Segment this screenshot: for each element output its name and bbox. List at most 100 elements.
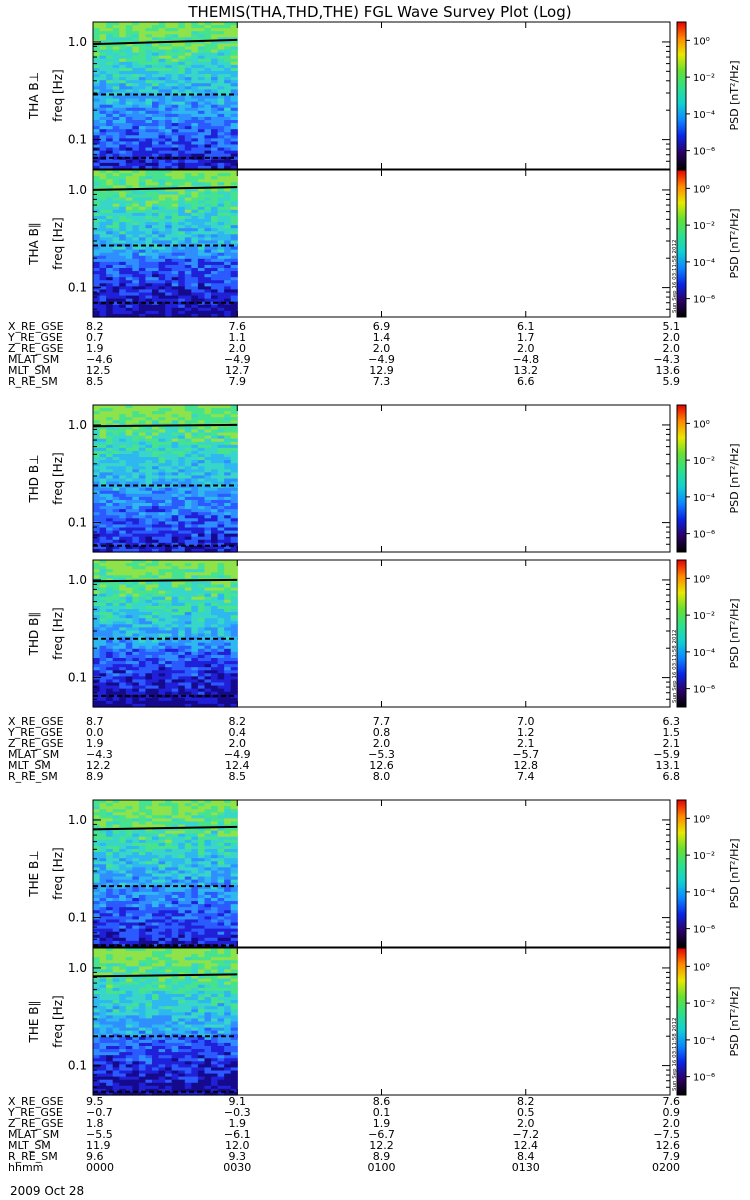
spectrogram-cell [145,839,153,844]
spectrogram-cell [119,222,127,226]
spectrogram-cell [112,648,120,653]
spectrogram-cell [119,509,127,513]
spectrogram-cell [217,849,225,853]
spectrogram-cell [224,858,232,862]
spectrogram-cell [165,463,173,467]
spectrogram-cell [132,803,140,807]
spectrogram-cell [217,612,225,616]
spectrogram-cell [145,120,153,124]
spectrogram-cell [125,215,133,220]
spectrogram-cell [112,490,120,495]
spectrogram-cell [224,527,232,532]
spectrogram-cell [145,206,153,211]
spectrogram-cell [178,417,186,421]
spectrogram-cell [152,812,160,816]
spectrogram-cell [132,493,140,498]
spectrogram-cell [106,447,114,452]
spectrogram-cell [132,809,140,813]
spectrogram-cell [138,95,147,100]
spectrogram-cell [152,231,160,235]
spectrogram-cell [125,670,133,674]
spectrogram-cell [93,153,101,158]
y-axis-label: freq [Hz] [51,452,65,504]
spectrogram-cell [125,593,133,598]
spectrogram-cell [132,215,140,220]
spectrogram-cell [204,639,212,644]
spectrogram-cell [132,191,140,196]
spectrogram-cell [165,833,173,838]
spectrogram-cell [158,411,166,415]
spectrogram-cell [204,95,212,100]
spectrogram-cell [125,249,133,254]
spectrogram-cell [145,845,153,850]
spectrogram-cell [211,162,219,167]
spectrogram-cell [93,165,101,170]
spectrogram-cell [132,821,140,826]
spectrogram-cell [171,295,179,300]
spectrogram-cell [197,581,206,586]
spectrogram-cell [138,633,147,638]
spectrogram-cell [132,126,140,130]
spectrogram-cell [230,450,238,455]
spectrogram-cell [119,165,127,170]
spectrogram-cell [165,292,173,297]
spectrogram-cell [106,222,114,226]
spectrogram-cell [125,624,133,628]
spectrogram-cell [224,536,232,541]
spectrogram-cell [112,280,120,284]
spectrogram-cell [230,116,238,121]
spectrogram-cell [158,441,166,446]
spectrogram-cell [158,228,166,232]
spectrogram-cell [191,469,199,473]
spectrogram-cell [112,219,120,223]
spectrogram-cell [171,700,179,705]
spectrogram-cell [132,839,140,844]
spectrogram-cell [93,116,101,121]
spectrogram-cell [184,503,192,507]
spectrogram-cell [106,642,114,647]
spectrogram-cell [204,581,212,586]
spectrogram-cell [211,150,219,155]
spectrogram-cell [211,264,219,269]
spectrogram-cell [145,219,153,223]
fce-line [92,578,238,583]
spectrogram-cell [132,123,140,127]
spectrogram-cell [125,858,133,862]
spectrogram-cell [217,599,225,604]
spectrogram-cell [158,842,166,847]
spectrogram-cell [99,432,107,437]
spectrogram-cell [99,815,107,819]
spectrogram-cell [125,679,133,684]
spectrogram-cell [197,493,206,498]
spectrogram-cell [106,429,114,434]
spectrogram-cell [145,581,153,586]
spectrogram-cell [145,682,153,687]
spectrogram-cell [132,64,140,69]
spectrogram-cell [152,506,160,510]
spectrogram-cell [99,225,107,229]
spectrogram-cell [132,697,140,702]
spectrogram-cell [125,408,133,412]
spectrogram-cell [230,215,238,220]
spectrogram-cell [224,836,232,841]
spectrogram-cell [178,469,186,473]
spectrogram-cell [217,113,225,118]
spectrogram-cell [224,116,232,121]
spectrogram-cell [152,627,160,632]
spectrogram-cell [184,228,192,232]
spectrogram-cell [158,688,166,693]
spectrogram-cell [184,95,192,100]
spectrogram-cell [191,55,199,60]
spectrogram-cell [112,246,120,251]
spectrogram-cell [191,89,199,94]
spectrogram-cell [224,237,232,242]
spectrogram-cell [217,605,225,610]
spectrogram-cell [132,120,140,124]
spectrogram-cell [112,283,120,287]
spectrogram-cell [230,120,238,124]
spectrogram-cell [224,450,232,455]
spectrogram-cell [184,441,192,446]
spectrogram-cell [211,487,219,492]
spectrogram-cell [211,197,219,202]
spectrogram-cell [230,234,238,238]
